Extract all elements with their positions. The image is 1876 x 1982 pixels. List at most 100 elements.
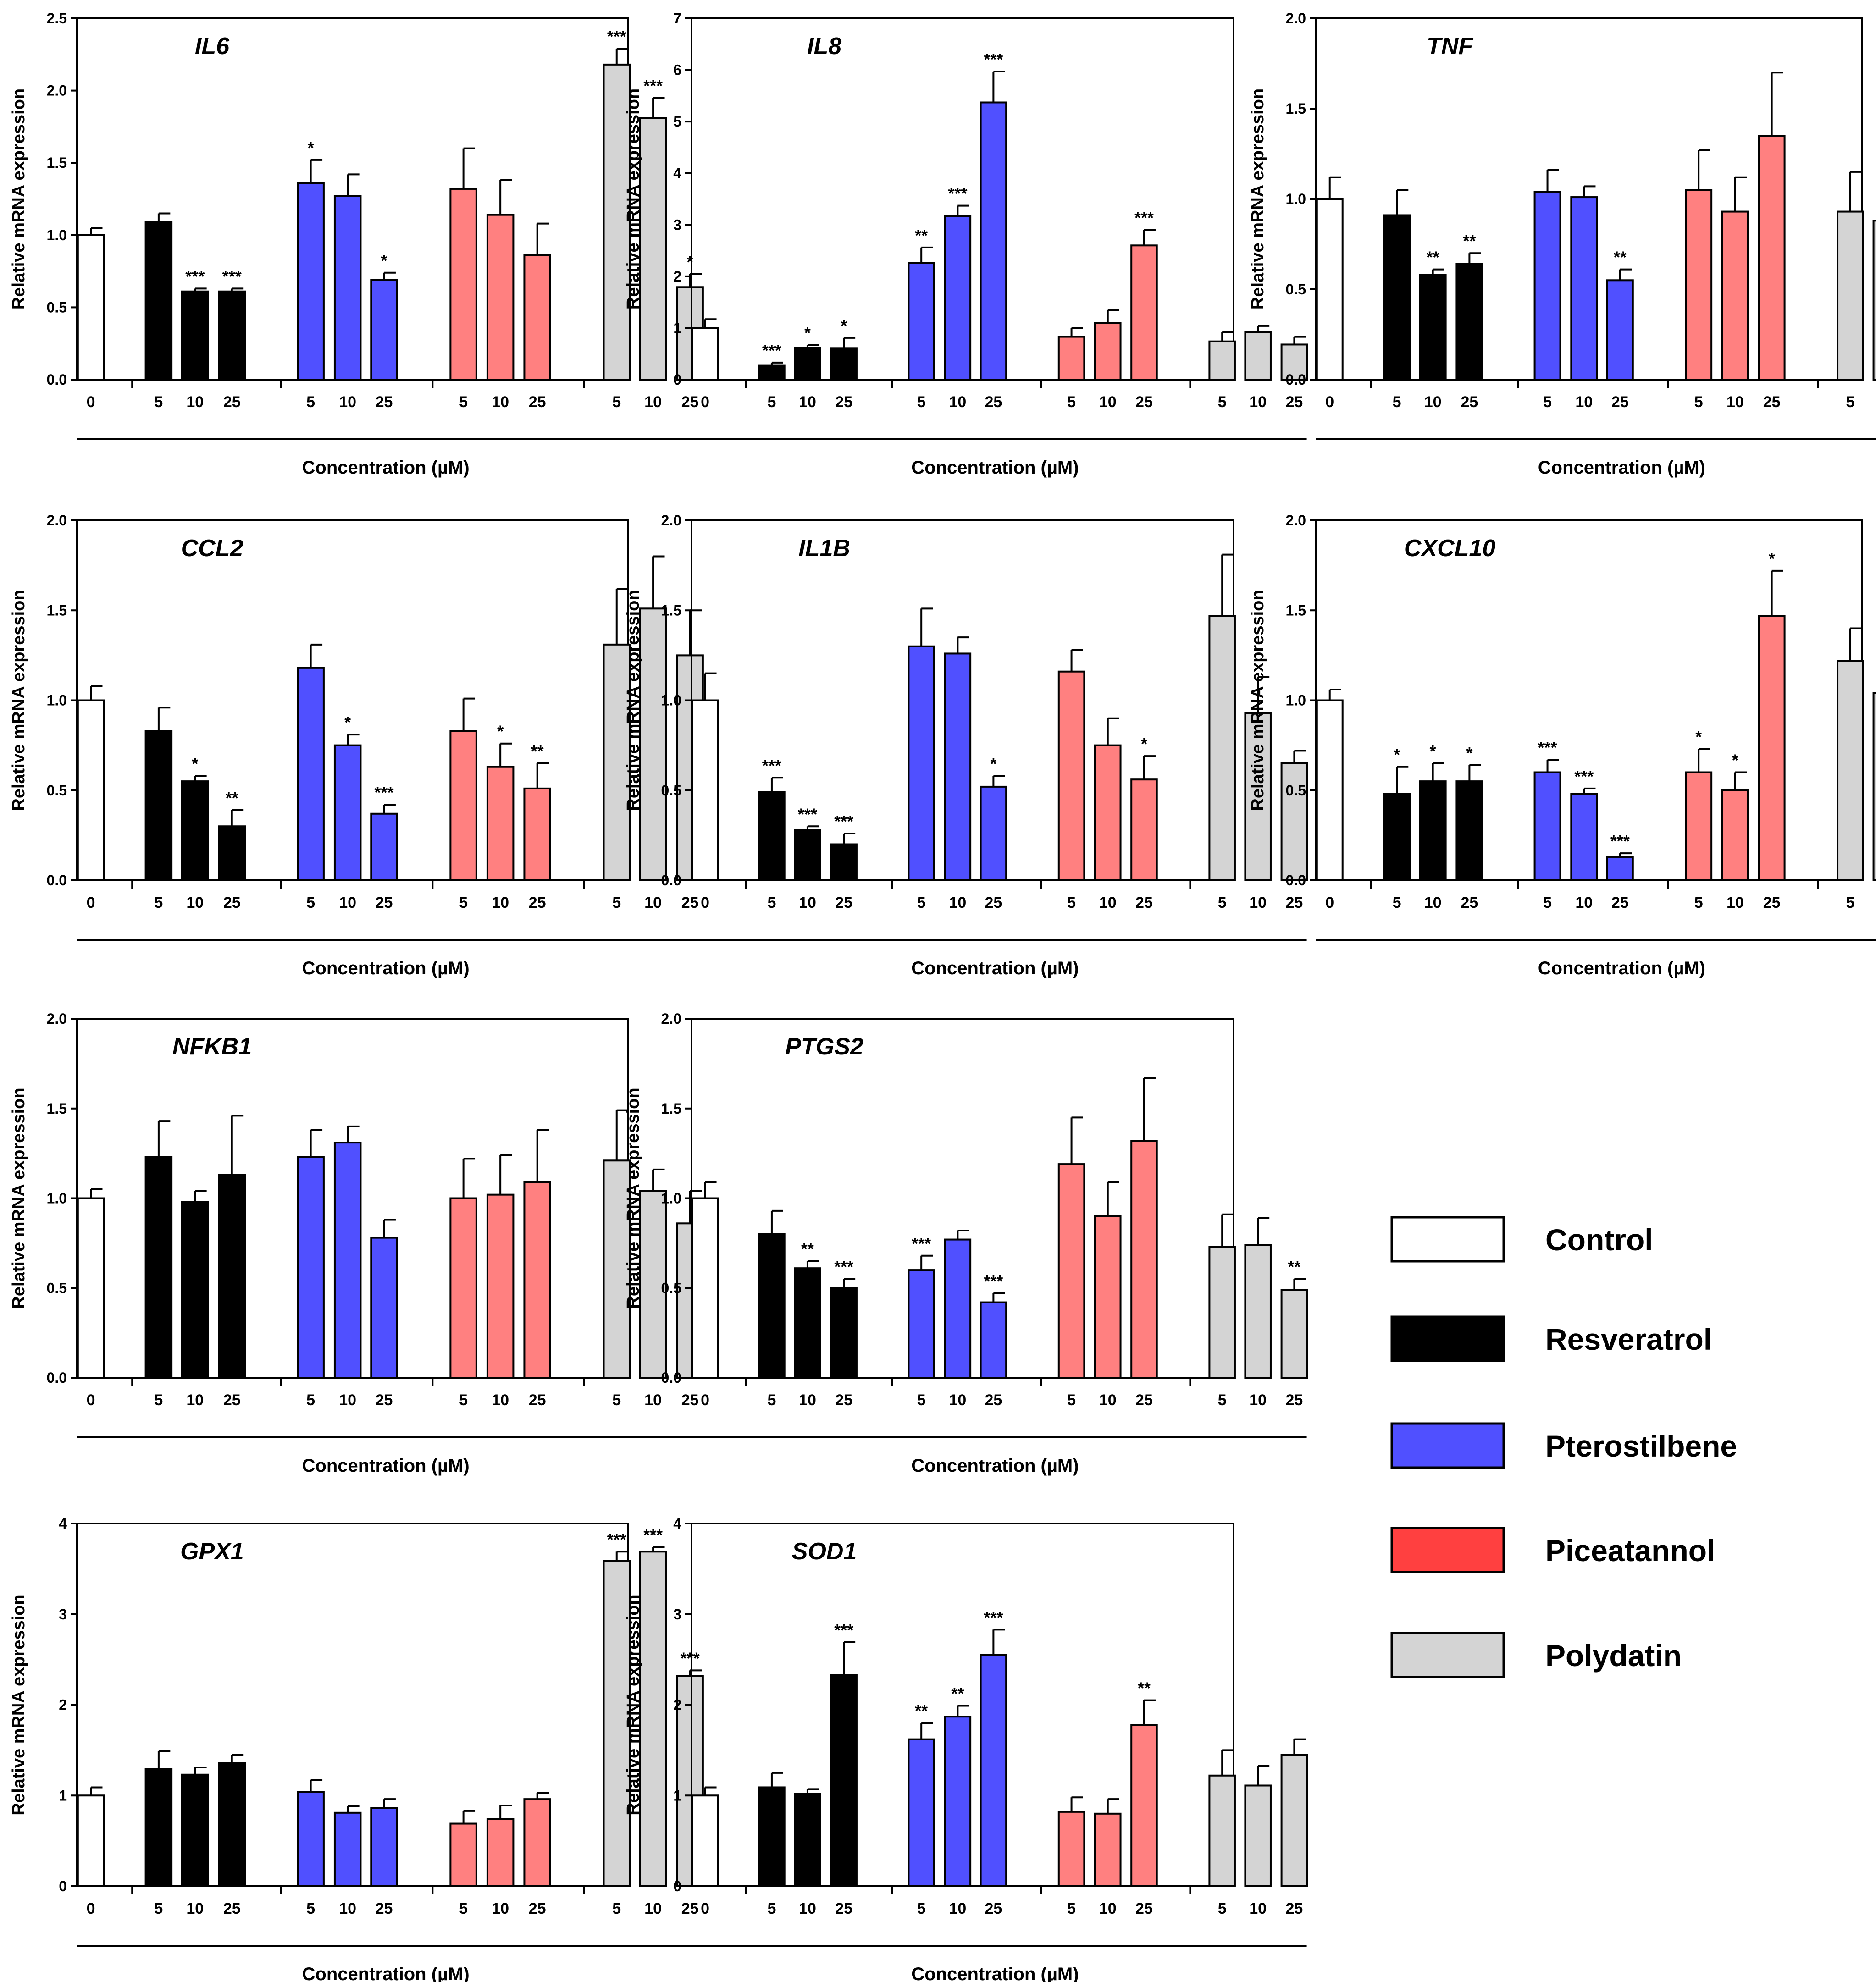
x-tick-label: 25	[681, 1900, 699, 1917]
y-tick-label: 6	[673, 62, 681, 78]
significance-label: ***	[1134, 209, 1154, 227]
y-tick-label: 2.0	[47, 1010, 67, 1027]
bar-piceatannol-9	[486, 766, 515, 881]
y-tick-label: 0	[673, 1878, 681, 1894]
bar-resveratrol-2	[1383, 793, 1411, 881]
bar-control-1	[77, 1197, 105, 1379]
bar-control-1	[77, 1794, 105, 1887]
y-tick-label: 1.0	[661, 1190, 681, 1207]
bar-piceatannol-10	[1758, 615, 1786, 881]
bar-polydatin-12	[1244, 331, 1272, 381]
x-tick-label: 10	[644, 1391, 662, 1409]
bar-pterostilbene-5	[908, 1738, 935, 1888]
y-tick-label: 1.5	[47, 1100, 67, 1117]
bar-polydatin-11	[603, 643, 631, 881]
y-tick-label: 1.0	[47, 1190, 67, 1207]
x-tick-label: 5	[306, 393, 315, 411]
bar-piceatannol-8	[449, 188, 477, 381]
bar-piceatannol-10	[1130, 1140, 1158, 1379]
bar-resveratrol-4	[830, 843, 858, 881]
bar-polydatin-12	[639, 607, 667, 881]
significance-label: ***	[984, 50, 1003, 69]
x-tick-label: 5	[917, 393, 926, 411]
significance-label: *	[1695, 727, 1702, 746]
x-tick-label: 25	[376, 1391, 393, 1409]
x-tick-label: 5	[1067, 894, 1076, 911]
x-tick-label: 0	[87, 393, 95, 411]
y-tick-label: 2	[59, 1697, 67, 1713]
bar-resveratrol-3	[181, 1773, 209, 1888]
x-tick-label: 0	[87, 894, 95, 911]
x-tick-label: 5	[612, 1391, 621, 1409]
significance-label: **	[801, 1240, 814, 1259]
y-tick-label: 1.5	[47, 602, 67, 618]
x-tick-label: 10	[1249, 1900, 1267, 1917]
x-tick-label: 25	[376, 894, 393, 911]
x-tick-label: 10	[492, 393, 509, 411]
chart-panels: 0.0 0.5 1.0 1.5 2.0 2.5 Relative mRNA expressi…	[9, 10, 1876, 1982]
x-tick-label: 5	[1218, 894, 1227, 911]
y-axis-label: Relative mRNA expression	[624, 1594, 643, 1815]
chart-title: CCL2	[181, 535, 243, 562]
significance-label: *	[804, 324, 811, 342]
x-tick-label: 25	[1611, 393, 1629, 411]
legend-item-resveratrol: Resveratrol	[1390, 1315, 1712, 1362]
bar-resveratrol-4	[830, 1287, 858, 1379]
y-tick-label: 1.0	[47, 227, 67, 243]
x-tick-label: 5	[459, 1900, 468, 1917]
x-tick-label: 10	[339, 1900, 356, 1917]
legend-item-control: Control	[1390, 1216, 1653, 1263]
x-tick-label: 5	[612, 1900, 621, 1917]
significance-label: *	[1466, 744, 1472, 762]
bar-resveratrol-4	[218, 1762, 246, 1888]
x-tick-label: 10	[1249, 1391, 1267, 1409]
y-tick-label: 7	[673, 10, 681, 27]
significance-label: ***	[607, 1530, 626, 1549]
x-tick-label: 5	[1393, 894, 1401, 911]
x-tick-label: 25	[1285, 1391, 1303, 1409]
chart-panel-ptgs2: 0.0 0.5 1.0 1.5 2.0 Relative mRNA expression P…	[624, 1010, 1308, 1476]
bar-pterostilbene-5	[908, 1269, 935, 1379]
y-tick-label: 1.0	[661, 692, 681, 709]
x-tick-label: 10	[799, 1391, 816, 1409]
bar-resveratrol-2	[758, 791, 786, 882]
x-tick-label: 5	[459, 1391, 468, 1409]
bar-polydatin-13	[1280, 762, 1308, 881]
bar-piceatannol-8	[1057, 336, 1085, 381]
significance-label: *	[1141, 734, 1147, 753]
bar-pterostilbene-6	[944, 1238, 972, 1379]
x-tick-label: 10	[1099, 1900, 1117, 1917]
significance-label: ***	[984, 1272, 1003, 1291]
x-tick-label: 10	[799, 894, 816, 911]
significance-label: ***	[762, 756, 781, 775]
significance-label: ***	[374, 783, 393, 802]
x-axis-label: Concentration (µM)	[302, 1456, 470, 1476]
x-axis-label: Concentration (µM)	[302, 458, 470, 478]
x-tick-label: 10	[492, 894, 509, 911]
significance-label: **	[951, 1684, 964, 1703]
legend-swatch	[1390, 1632, 1505, 1678]
x-tick-label: 5	[1067, 1900, 1076, 1917]
y-tick-label: 1.0	[47, 692, 67, 709]
bar-piceatannol-8	[1057, 1163, 1085, 1379]
significance-label: *	[497, 722, 504, 741]
bar-piceatannol-9	[1094, 1812, 1122, 1888]
bar-control-1	[691, 699, 719, 881]
bar-resveratrol-3	[1419, 780, 1447, 881]
bar-piceatannol-10	[523, 787, 551, 881]
x-tick-label: 25	[529, 894, 546, 911]
bar-polydatin-13	[1280, 1754, 1308, 1887]
y-tick-label: 0.0	[47, 371, 67, 388]
significance-label: *	[308, 138, 314, 157]
x-tick-label: 5	[767, 894, 776, 911]
chart-title: IL6	[195, 33, 230, 60]
y-tick-label: 0.5	[1286, 782, 1306, 799]
x-axis-label: Concentration (µM)	[302, 958, 470, 978]
bar-resveratrol-2	[144, 1768, 173, 1888]
x-tick-label: 0	[1325, 894, 1334, 911]
bar-piceatannol-9	[486, 1818, 515, 1888]
significance-label: *	[1732, 751, 1738, 770]
y-axis-label: Relative mRNA expression	[624, 590, 643, 811]
